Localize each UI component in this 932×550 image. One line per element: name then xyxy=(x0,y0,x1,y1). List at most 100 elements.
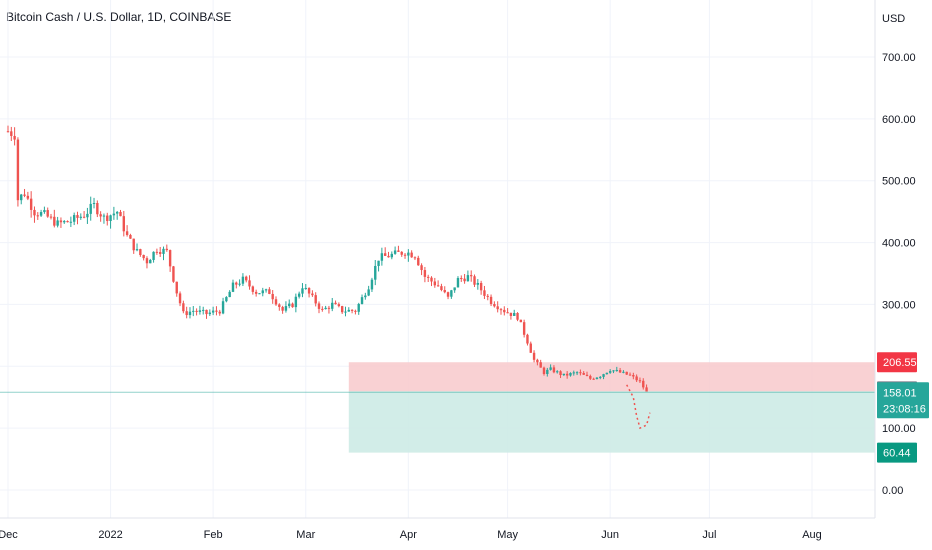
candle-body xyxy=(248,280,251,287)
candle-body xyxy=(258,293,261,295)
candle-body xyxy=(407,252,410,256)
candle-body xyxy=(440,286,443,291)
candle-body xyxy=(532,352,536,360)
candle-body xyxy=(241,276,245,284)
take-profit-zone xyxy=(348,391,875,453)
candle-body xyxy=(473,276,476,285)
candle-body xyxy=(529,343,532,353)
candle-body xyxy=(542,367,546,374)
candle-body xyxy=(26,195,30,199)
candle-body xyxy=(433,281,437,286)
candle-body xyxy=(202,309,205,311)
candle-body xyxy=(493,304,496,307)
candle-body xyxy=(291,303,294,308)
candle-body xyxy=(476,282,480,285)
candle-body xyxy=(215,310,218,312)
candle-body xyxy=(254,291,258,294)
candle-body xyxy=(509,312,513,316)
candle-body xyxy=(589,375,592,379)
candle-body xyxy=(16,139,20,201)
candle-body xyxy=(192,310,195,312)
candle-body xyxy=(615,370,618,372)
candle-body xyxy=(496,306,499,310)
candle-body xyxy=(370,279,374,290)
candle-body xyxy=(297,293,301,297)
candle-body xyxy=(63,221,66,223)
candle-body xyxy=(142,254,145,259)
candle-body xyxy=(225,297,228,302)
candle-body xyxy=(96,202,99,215)
candle-body xyxy=(390,253,394,258)
x-tick-label: Feb xyxy=(204,529,223,541)
candle-body xyxy=(132,238,135,251)
candle-body xyxy=(582,373,585,375)
candle-body xyxy=(426,276,430,278)
candle-body xyxy=(188,311,192,316)
candle-body xyxy=(261,290,264,294)
candle-body xyxy=(182,303,185,312)
candle-body xyxy=(360,297,364,304)
axes-layer: USD 0.00 100.00 300.00 400.00 500.00 600.00 700… xyxy=(0,0,916,541)
candle-body xyxy=(334,302,337,305)
candle-body xyxy=(106,215,109,222)
candle-body xyxy=(546,369,549,374)
candle-body xyxy=(374,265,377,280)
candle-body xyxy=(400,251,403,255)
candle-body xyxy=(211,310,215,313)
candle-body xyxy=(99,214,102,217)
candle-body xyxy=(158,252,162,254)
candle-body xyxy=(559,371,562,376)
candle-body xyxy=(638,380,642,382)
candle-body xyxy=(592,378,595,380)
candle-body xyxy=(251,286,255,292)
candle-body xyxy=(519,319,523,323)
candle-body xyxy=(268,289,271,294)
candle-body xyxy=(450,290,453,297)
candle-body xyxy=(178,293,182,304)
candle-body xyxy=(56,220,59,226)
candle-body xyxy=(317,303,321,309)
candle-body xyxy=(569,372,572,376)
candle-body xyxy=(231,282,235,292)
candle-body xyxy=(423,270,427,277)
x-tick-label: Jul xyxy=(702,529,716,541)
y-tick-label: 400.00 xyxy=(882,238,916,250)
candle-body xyxy=(460,278,463,280)
candle-body xyxy=(185,311,188,316)
candle-body xyxy=(479,282,483,291)
candle-body xyxy=(466,275,470,282)
candle-body xyxy=(20,194,23,201)
candle-body xyxy=(556,371,559,373)
candle-body xyxy=(410,252,413,258)
candle-body xyxy=(486,295,489,297)
candle-body xyxy=(115,211,119,214)
candle-body xyxy=(321,308,324,310)
candle-body xyxy=(536,359,539,363)
candle-body xyxy=(135,249,139,251)
candle-body xyxy=(152,251,155,260)
candle-body xyxy=(129,234,132,239)
candle-body xyxy=(331,302,334,309)
candle-body xyxy=(575,372,579,374)
candle-body xyxy=(364,295,367,298)
candle-body xyxy=(10,131,13,136)
stop-badge-bg xyxy=(877,352,917,373)
candle-body xyxy=(102,215,106,217)
candle-body xyxy=(125,231,129,235)
candle-body xyxy=(304,287,307,289)
stop-badge-label: 206.55 xyxy=(883,357,917,369)
candle-body xyxy=(552,367,556,373)
candle-body xyxy=(572,372,575,374)
candle-body xyxy=(599,376,602,378)
candle-body xyxy=(446,292,450,297)
candle-body xyxy=(327,307,331,309)
current-price-badge-label: 158.01 xyxy=(883,387,917,399)
candle-body xyxy=(69,221,73,223)
candle-body xyxy=(367,289,370,296)
candle-body xyxy=(149,259,152,264)
candle-body xyxy=(417,257,420,266)
candle-body xyxy=(172,266,175,282)
candles-layer xyxy=(6,125,648,392)
